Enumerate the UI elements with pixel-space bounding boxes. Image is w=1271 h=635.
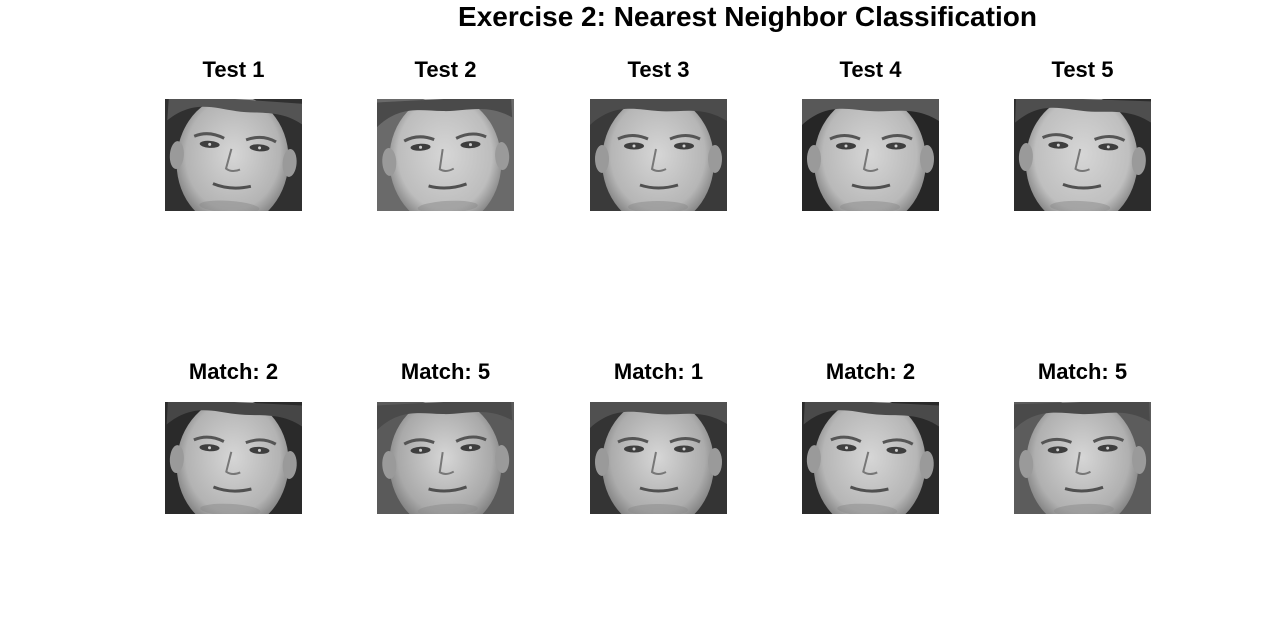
face-image	[377, 99, 514, 211]
panel-title: Test 4	[839, 57, 902, 82]
face-image	[590, 99, 727, 211]
panel-title: Test 5	[1051, 57, 1114, 82]
panel-title: Match: 2	[825, 359, 916, 384]
face-image	[802, 99, 939, 211]
face-image	[1014, 99, 1151, 211]
face-image	[802, 402, 939, 514]
panel-title: Test 3	[627, 57, 690, 82]
figure-title: Exercise 2: Nearest Neighbor Classificat…	[458, 1, 1037, 32]
panel-title: Test 1	[202, 57, 265, 82]
face-image	[590, 402, 727, 514]
panel-title: Match: 2	[188, 359, 279, 384]
panel-title: Test 2	[414, 57, 477, 82]
face-image	[1014, 402, 1151, 514]
face-image	[165, 99, 302, 211]
panel-title: Match: 5	[400, 359, 491, 384]
panel-title: Match: 5	[1037, 359, 1128, 384]
face-image	[377, 402, 514, 514]
face-image	[165, 402, 302, 514]
panel-title: Match: 1	[613, 359, 704, 384]
